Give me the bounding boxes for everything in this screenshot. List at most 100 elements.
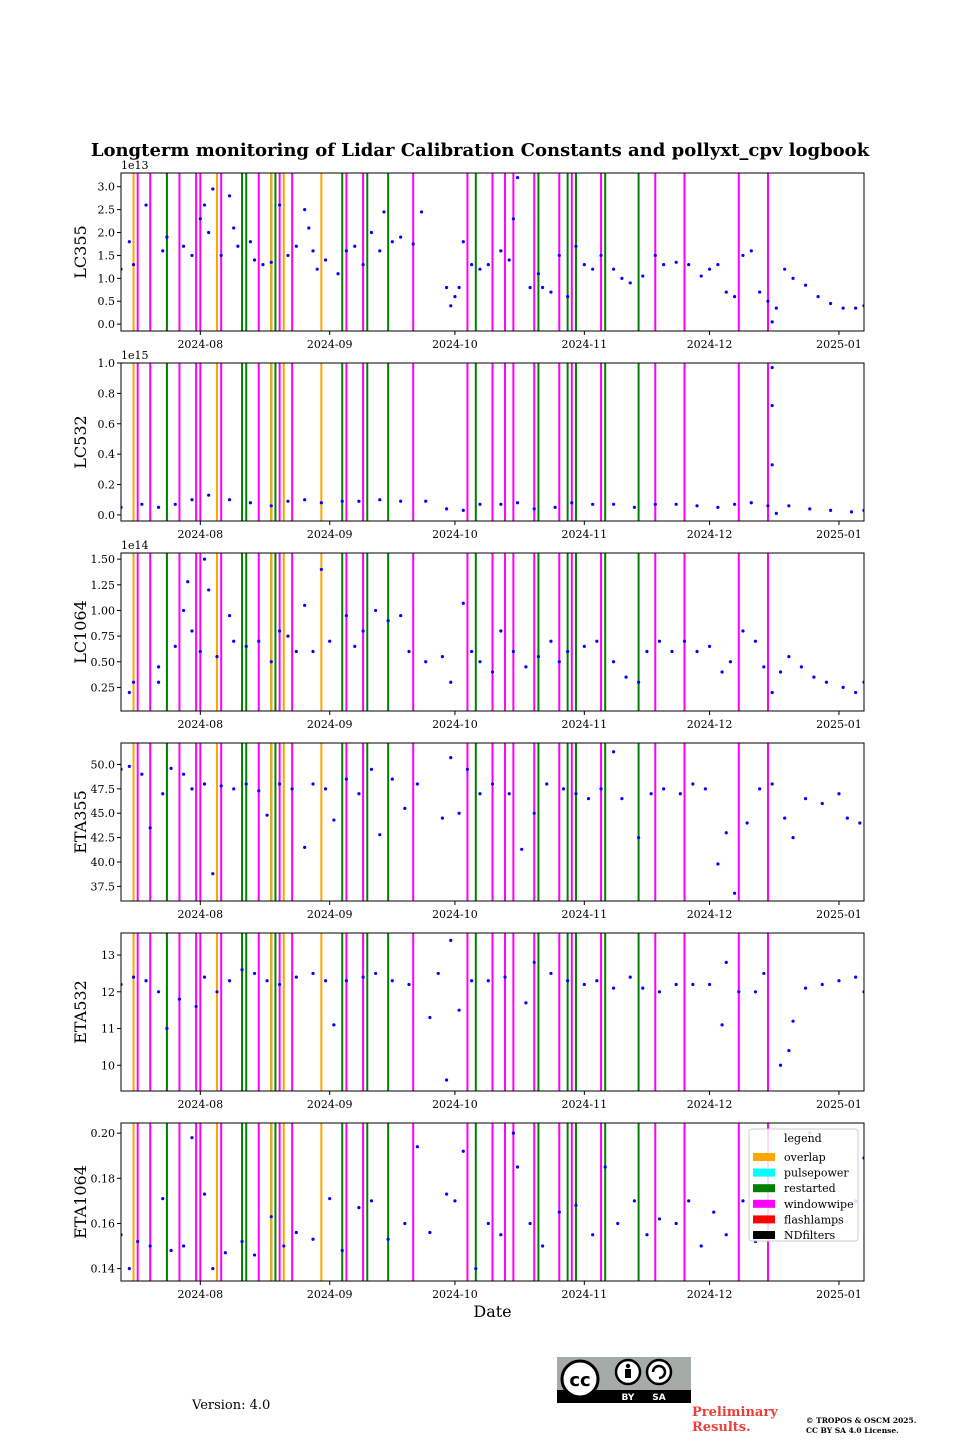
data-point [636,836,641,840]
x-tick-label: 2025-01 [816,338,862,351]
y-tick-label: 40.0 [91,856,116,869]
data-point [574,244,578,248]
data-point [674,1221,678,1226]
data-point [378,833,382,837]
data-point [165,235,169,239]
data-point [566,649,570,654]
data-point [515,501,520,505]
data-point [248,501,252,505]
data-point [611,502,616,506]
data-point [127,240,131,244]
data-point [737,990,741,994]
data-point [303,208,307,212]
data-point [724,1233,728,1237]
panel-frame [120,742,865,902]
data-point [536,655,541,659]
data-point [611,986,616,990]
data-point [758,290,762,294]
data-point [774,511,778,516]
data-point [190,498,194,502]
data-point [557,1210,561,1214]
data-point [440,816,445,820]
data-point [478,502,482,506]
data-point [724,960,728,964]
x-tick-label: 2024-11 [561,718,607,731]
data-point [428,1230,432,1235]
data-point [403,1221,407,1226]
y-offset-text: 1e15 [121,349,149,362]
x-tick-label: 2024-11 [561,338,607,351]
x-tick-label: 2024-08 [177,718,223,731]
data-point [762,665,766,669]
data-point [186,580,190,584]
legend-label-flashlamps: flashlamps [784,1213,844,1226]
data-point [687,1199,691,1203]
y-axis-label: LC532 [71,415,90,468]
data-point [211,1266,215,1271]
data-point [611,267,616,271]
chart-panels: 0.0 0.5 1.0 1.5 2.0 2.5 3.0 2024-08 2024-09 2024-… [71,159,865,1321]
data-point [131,262,136,267]
data-point [173,502,177,506]
data-point [486,1221,490,1226]
data-point [411,242,415,246]
preliminary-note: Preliminary Results. [692,1405,778,1435]
data-point [307,226,311,230]
data-point [227,979,232,983]
data-point [574,792,578,796]
data-point [323,979,328,983]
data-point [319,567,323,572]
data-point [528,285,532,290]
data-point [478,267,482,271]
legend-title: legend [784,1132,822,1145]
data-point [457,811,461,815]
data-point [232,639,236,643]
data-point [511,649,515,654]
data-point [470,649,474,654]
y-tick-label: 12 [101,986,115,999]
logbook-lines [132,173,769,331]
y-tick-label: 0.16 [91,1217,116,1230]
data-point [177,997,182,1001]
x-tick-label: 2024-12 [687,338,733,351]
data-point [599,253,603,258]
data-point [127,764,131,769]
logbook-lines [132,933,769,1091]
data-point [269,504,273,508]
data-point [783,267,787,271]
data-point [778,670,783,674]
data-point [198,217,202,221]
x-tick-label: 2024-12 [687,908,733,921]
data-point [499,249,503,253]
data-point [611,750,616,754]
data-point [478,792,482,796]
data-point [457,285,461,290]
legend-label-windowwipe: windowwipe [784,1198,854,1211]
data-point [808,507,812,511]
data-point [528,1221,532,1226]
y-tick-label: 2.0 [98,227,116,240]
data-point [424,499,428,503]
y-tick-label: 0.8 [98,387,116,400]
x-tick-label: 2025-01 [816,908,862,921]
data-point [695,504,699,508]
data-point [202,557,207,561]
y-tick-label: 0.25 [91,681,116,694]
data-point [620,796,624,801]
data-point [803,796,808,801]
panel-frame [120,552,865,712]
y-axis-label: ETA1064 [71,1165,90,1239]
data-point [202,782,207,786]
data-point [353,644,357,648]
data-point [540,1244,545,1248]
panel-frame [120,172,865,332]
data-point [611,660,616,664]
data-point [211,872,215,876]
x-tick-label: 2024-08 [177,908,223,921]
data-point [390,979,394,983]
data-point [682,639,687,643]
data-point [733,502,737,506]
x-tick-label: 2024-09 [307,1098,353,1111]
data-point [849,510,854,514]
data-point [369,767,374,771]
